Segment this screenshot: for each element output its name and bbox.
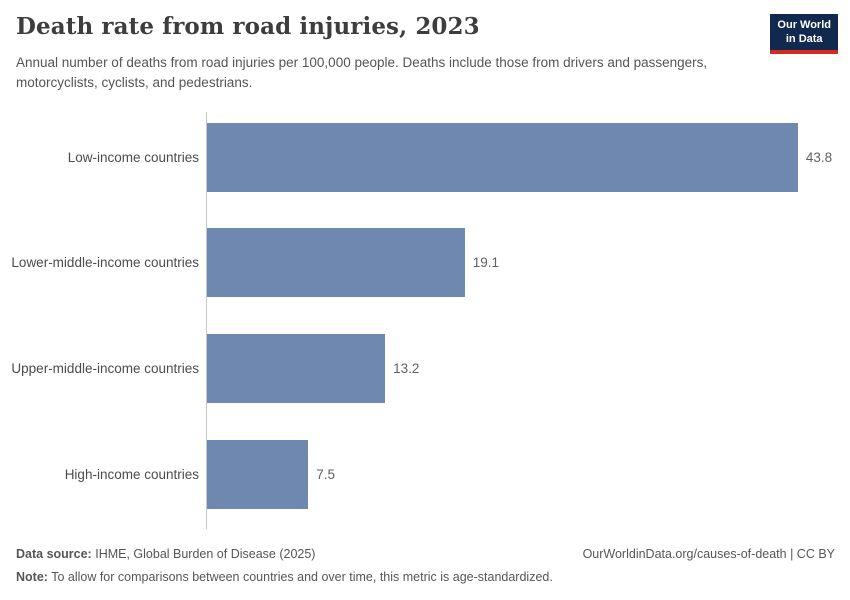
note-label: Note: <box>16 569 48 584</box>
value-label: 13.2 <box>393 361 420 376</box>
bar[interactable] <box>207 334 386 403</box>
owid-logo-line1: Our World <box>777 19 831 31</box>
owid-logo: Our World in Data <box>770 14 838 54</box>
bar-chart: Low-income countries 43.8 Lower-middle-inc… <box>0 112 850 530</box>
bar[interactable] <box>207 440 309 509</box>
y-axis-line <box>206 112 207 529</box>
bar-row: Low-income countries 43.8 <box>0 123 850 192</box>
note-value: To allow for comparisons between countri… <box>51 569 553 584</box>
category-label: Lower-middle-income countries <box>11 255 199 270</box>
chart-subtitle: Annual number of deaths from road injuri… <box>16 55 708 90</box>
category-label: High-income countries <box>64 467 199 482</box>
value-label: 7.5 <box>316 467 335 482</box>
value-label: 19.1 <box>472 255 499 270</box>
category-label: Low-income countries <box>67 150 199 165</box>
note: Note: To allow for comparisons between c… <box>16 569 835 586</box>
data-source-value: IHME, Global Burden of Disease (2025) <box>95 547 316 561</box>
value-label: 43.8 <box>805 150 833 165</box>
page-title: Death rate from road injuries, 2023 <box>16 13 480 40</box>
footer-link[interactable]: OurWorldinData.org/causes-of-death | CC … <box>582 547 835 561</box>
owid-logo-line2: in Data <box>785 33 823 46</box>
bar[interactable] <box>207 123 798 192</box>
data-source: Data source: IHME, Global Burden of Dise… <box>16 546 315 563</box>
bar-row: Upper-middle-income countries 13.2 <box>0 334 850 403</box>
bar-row: High-income countries 7.5 <box>0 440 850 509</box>
bar-row: Lower-middle-income countries 19.1 <box>0 228 850 297</box>
bar[interactable] <box>207 228 465 297</box>
data-source-label: Data source: <box>16 547 92 561</box>
chart-footer: Data source: IHME, Global Burden of Dise… <box>16 546 835 586</box>
category-label: Upper-middle-income countries <box>11 361 199 376</box>
